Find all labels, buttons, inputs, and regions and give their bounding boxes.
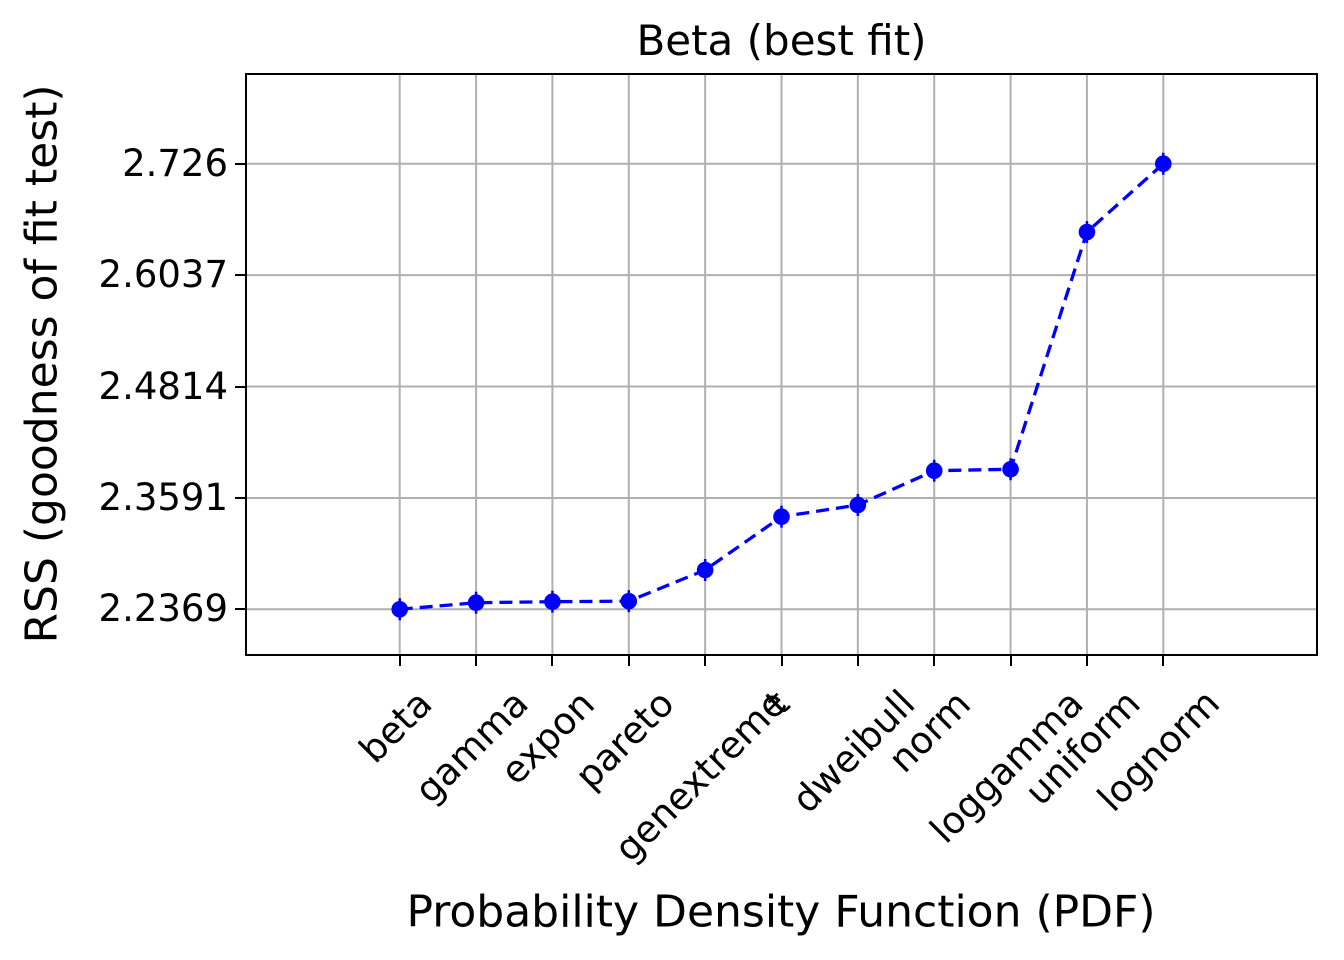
y-tick-label-2.6037: 2.6037 xyxy=(98,253,228,297)
data-point-marker-uniform xyxy=(1078,223,1096,241)
y-tick-mark-2.726 xyxy=(235,162,245,165)
y-tick-label-2.2369: 2.2369 xyxy=(98,587,228,631)
x-tick-mark-lognorm xyxy=(1162,656,1165,666)
data-point-marker-lognorm xyxy=(1154,155,1172,173)
data-point-marker-norm xyxy=(925,462,943,480)
y-tick-label-2.4814: 2.4814 xyxy=(98,364,228,408)
data-point-marker-pareto xyxy=(620,592,638,610)
x-tick-mark-genextreme xyxy=(704,656,707,666)
x-tick-mark-gamma xyxy=(475,656,478,666)
plot-canvas xyxy=(247,75,1316,654)
y-tick-mark-2.3591 xyxy=(235,496,245,499)
data-point-marker-dweibull xyxy=(849,496,867,514)
x-tick-mark-dweibull xyxy=(856,656,859,666)
y-tick-mark-2.2369 xyxy=(235,608,245,611)
x-axis-label: Probability Density Function (PDF) xyxy=(406,886,1156,938)
x-tick-mark-expon xyxy=(551,656,554,666)
data-point-marker-gamma xyxy=(467,594,485,612)
x-tick-mark-norm xyxy=(933,656,936,666)
chart-title: Beta (best fit) xyxy=(636,16,927,65)
data-point-marker-beta xyxy=(391,600,409,618)
data-point-marker-genextreme xyxy=(696,561,714,579)
x-tick-mark-beta xyxy=(398,656,401,666)
x-tick-mark-t xyxy=(780,656,783,666)
y-tick-mark-2.4814 xyxy=(235,385,245,388)
y-tick-label-2.3591: 2.3591 xyxy=(98,475,228,519)
x-tick-mark-pareto xyxy=(627,656,630,666)
x-tick-mark-loggamma xyxy=(1009,656,1012,666)
y-tick-label-2.726: 2.726 xyxy=(122,141,228,185)
data-point-marker-expon xyxy=(544,593,561,611)
data-point-marker-loggamma xyxy=(1002,460,1019,478)
x-tick-mark-uniform xyxy=(1085,656,1088,666)
plot-area xyxy=(245,73,1318,656)
data-point-marker-t xyxy=(773,508,790,526)
y-tick-mark-2.6037 xyxy=(235,274,245,277)
